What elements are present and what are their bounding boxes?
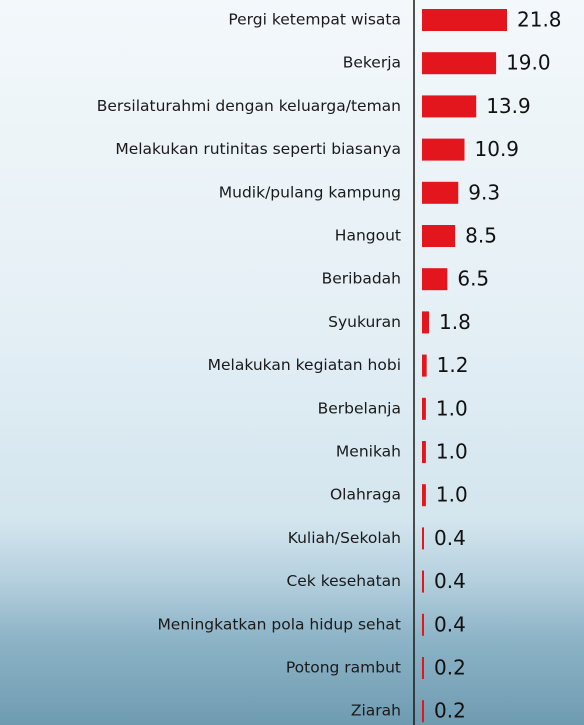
bar xyxy=(422,657,424,679)
value-label: 0.4 xyxy=(434,569,466,593)
chart: Pergi ketempat wisata 21.8 Bekerja 19.0 Bers… xyxy=(0,0,584,725)
category-label: Hangout xyxy=(335,227,401,245)
category-label: Beribadah xyxy=(322,270,401,288)
category-label: Meningkatkan pola hidup sehat xyxy=(157,615,401,633)
bar xyxy=(422,614,424,636)
value-label: 1.2 xyxy=(437,353,469,377)
bar xyxy=(422,484,426,506)
category-label: Bekerja xyxy=(343,54,401,72)
category-label: Cek kesehatan xyxy=(286,572,401,590)
value-label: 0.4 xyxy=(434,526,466,550)
value-label: 1.0 xyxy=(436,483,468,507)
bar xyxy=(422,398,426,420)
value-label: 19.0 xyxy=(506,51,551,75)
bar xyxy=(422,355,427,377)
bar xyxy=(422,52,496,74)
bar xyxy=(422,571,424,593)
bar xyxy=(422,268,447,290)
value-label: 0.2 xyxy=(434,656,466,680)
value-label: 8.5 xyxy=(465,224,497,248)
bar xyxy=(422,225,455,247)
bar xyxy=(422,527,424,549)
bar xyxy=(422,441,426,463)
category-label: Kuliah/Sekolah xyxy=(288,529,401,547)
category-label: Olahraga xyxy=(330,486,401,504)
bar xyxy=(422,139,465,161)
value-label: 0.2 xyxy=(434,699,466,723)
bar xyxy=(422,182,458,204)
category-label: Menikah xyxy=(336,443,401,461)
value-label: 10.9 xyxy=(475,137,520,161)
category-label: Pergi ketempat wisata xyxy=(228,11,401,29)
category-label: Melakukan rutinitas seperti biasanya xyxy=(115,140,401,158)
category-label: Ziarah xyxy=(351,702,401,720)
bar xyxy=(422,311,429,333)
category-label: Melakukan kegiatan hobi xyxy=(208,356,401,374)
value-label: 21.8 xyxy=(517,8,562,32)
page: Pergi ketempat wisata 21.8 Bekerja 19.0 Bers… xyxy=(0,0,584,725)
value-label: 0.4 xyxy=(434,612,466,636)
category-label: Bersilaturahmi dengan keluarga/teman xyxy=(97,97,401,115)
category-label: Potong rambut xyxy=(286,659,401,677)
value-label: 1.8 xyxy=(439,310,471,334)
value-label: 1.0 xyxy=(436,440,468,464)
value-label: 9.3 xyxy=(468,180,500,204)
bar xyxy=(422,95,476,117)
value-label: 13.9 xyxy=(486,94,531,118)
category-label: Berbelanja xyxy=(318,399,401,417)
bar xyxy=(422,9,507,31)
category-label: Mudik/pulang kampung xyxy=(219,183,401,201)
bar xyxy=(422,700,424,722)
value-label: 6.5 xyxy=(457,267,489,291)
category-label: Syukuran xyxy=(328,313,401,331)
value-label: 1.0 xyxy=(436,396,468,420)
